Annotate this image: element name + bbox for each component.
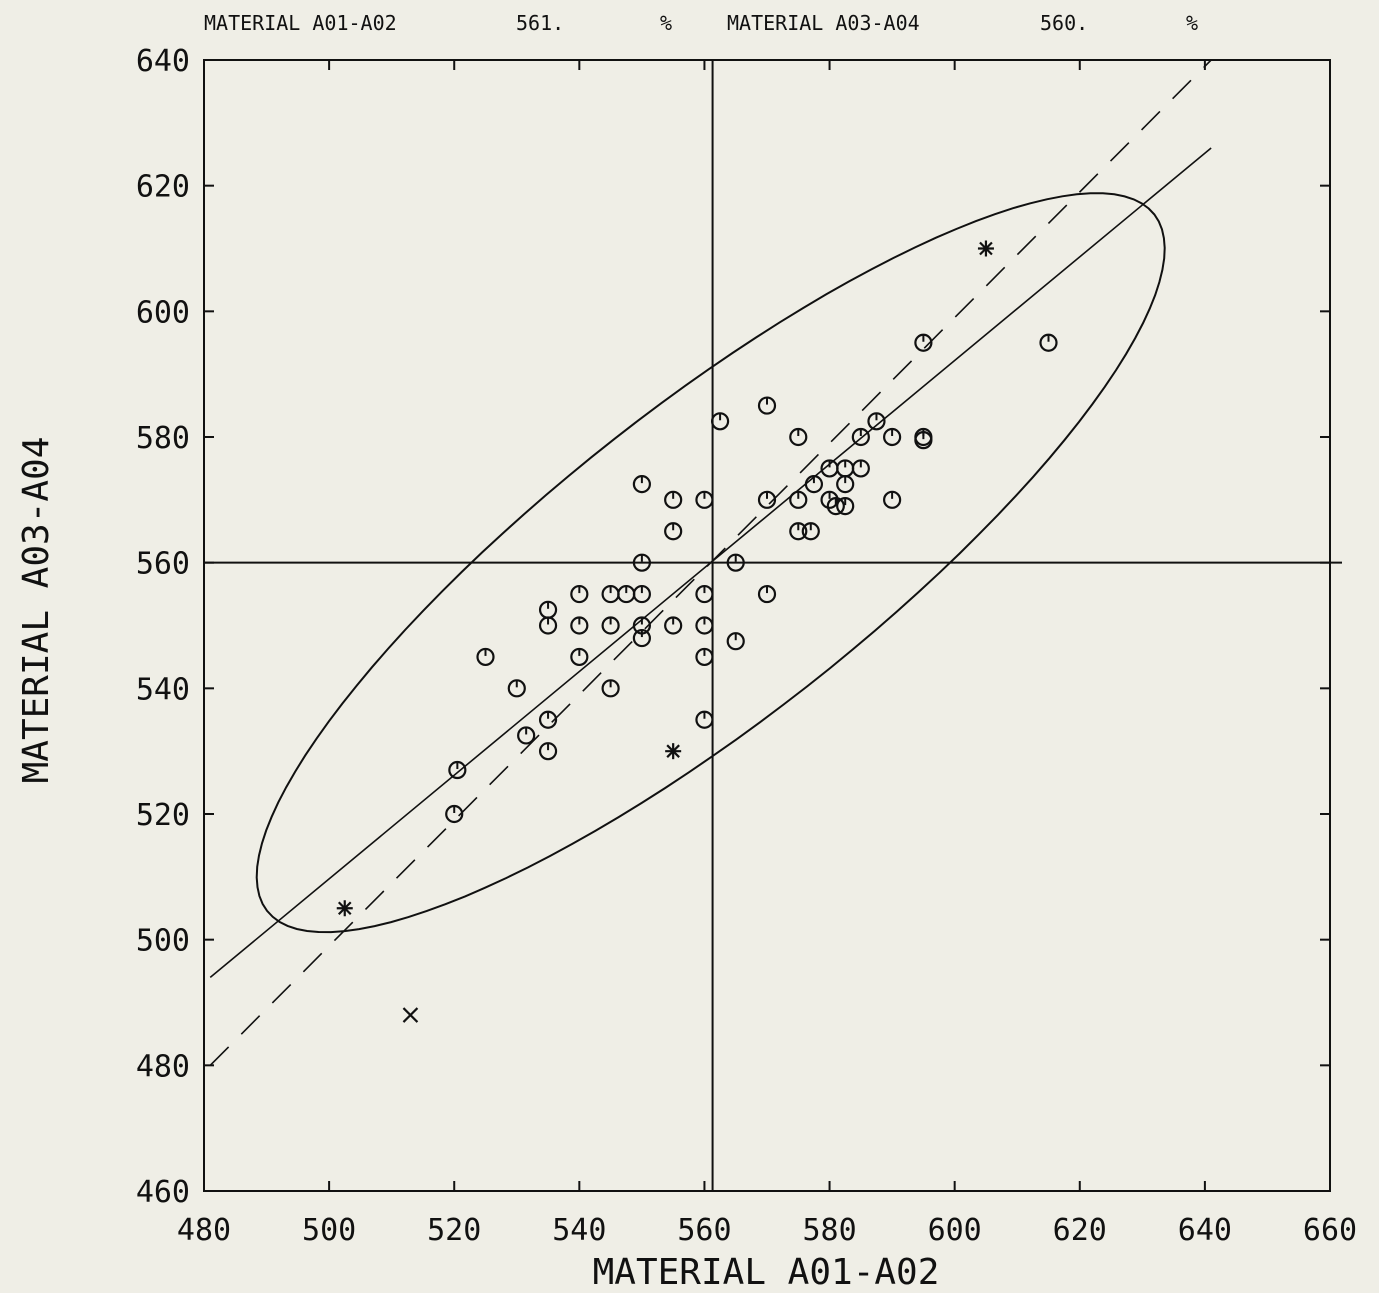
circle-point: [695, 710, 714, 729]
asterisk-point: [977, 240, 994, 257]
x-tick-label: 480: [177, 1213, 231, 1248]
y-tick-label: 520: [136, 798, 190, 833]
circle-point: [726, 553, 745, 572]
confidence-ellipse-layer: [255, 192, 1166, 934]
y-tick-label: 640: [136, 44, 190, 79]
x-stroke: [402, 1007, 419, 1023]
circle-point: [836, 459, 855, 478]
x-tick-label: 600: [928, 1213, 982, 1248]
circle-point: [695, 490, 714, 509]
circle-point: [617, 584, 636, 604]
circle-point: [695, 584, 714, 604]
y-tick-label: 620: [136, 170, 190, 205]
x-tick-label: 500: [302, 1213, 356, 1248]
y-tick-label: 580: [136, 421, 190, 456]
header-x-name: MATERIAL A01-A02: [204, 11, 397, 35]
circle-point: [601, 584, 620, 604]
circle-point: [710, 412, 730, 431]
circle-point: [789, 427, 808, 447]
circle-point: [801, 522, 820, 541]
circle-point: [538, 742, 558, 761]
circle-point: [826, 497, 845, 516]
circle-point: [867, 412, 886, 431]
chart-header: MATERIAL A01-A02 561. % MATERIAL A03-A04…: [204, 11, 1198, 35]
header-y-name: MATERIAL A03-A04: [727, 11, 920, 35]
x-tick-label: 520: [427, 1213, 481, 1248]
asterisk-stroke: [337, 901, 352, 916]
circle-point: [664, 616, 683, 635]
asterisk-point: [665, 743, 682, 760]
circle-point: [1039, 333, 1058, 352]
x-axis-label: MATERIAL A01-A02: [593, 1252, 940, 1293]
circle-point: [757, 490, 777, 509]
circle-point: [632, 475, 651, 494]
circle-point: [789, 490, 808, 509]
data-points: [336, 240, 1058, 1023]
circle-point: [538, 600, 558, 619]
circle-point: [820, 490, 839, 509]
header-y-median: 560.: [1040, 11, 1088, 35]
circle-point: [570, 584, 589, 604]
circle-point: [914, 333, 933, 352]
circle-point: [632, 584, 651, 604]
circle-point: [632, 628, 651, 648]
circle-point: [476, 647, 495, 667]
circle-point: [507, 679, 526, 698]
circle-point: [445, 804, 464, 824]
circle-point: [851, 427, 870, 447]
circle-point: [538, 710, 558, 729]
circle-point: [851, 459, 870, 478]
circle-point: [664, 490, 683, 509]
circle-point: [883, 490, 902, 509]
circle-point: [517, 726, 536, 745]
plot-frame: [203, 59, 1331, 1192]
x-point: [402, 1007, 419, 1023]
circle-point: [632, 553, 651, 572]
circle-point: [570, 647, 589, 667]
circle-point: [664, 522, 683, 541]
y-tick-label: 560: [136, 547, 190, 582]
confidence-ellipse: [255, 192, 1166, 934]
y-tick-label: 600: [136, 295, 190, 330]
asterisk-stroke: [979, 241, 993, 256]
circle-point: [883, 427, 902, 447]
y-tick-label: 540: [136, 672, 190, 707]
circle-point: [601, 679, 620, 698]
x-tick-label: 540: [552, 1213, 606, 1248]
y-tick-label: 500: [136, 924, 190, 959]
circle-point: [836, 497, 855, 516]
circle-point: [914, 431, 933, 450]
circle-point: [601, 616, 620, 635]
circle-point: [789, 522, 808, 541]
y-tick-label: 460: [136, 1175, 190, 1210]
asterisk-stroke: [666, 744, 680, 758]
y-axis-label: MATERIAL A03-A04: [16, 437, 57, 784]
circle-point: [570, 616, 589, 635]
x-tick-label: 640: [1178, 1213, 1232, 1248]
header-x-median: 561.: [516, 11, 564, 35]
circle-point: [726, 632, 745, 651]
median-lines: [204, 60, 1342, 1191]
circle-point: [804, 475, 824, 494]
circle-point: [538, 616, 558, 635]
asterisk-point: [336, 900, 353, 917]
header-y-unit: %: [1186, 11, 1198, 35]
header-x-unit: %: [660, 11, 672, 35]
circle-point: [695, 647, 714, 667]
circle-point: [836, 475, 855, 494]
x-tick-label: 580: [802, 1213, 856, 1248]
x-tick-labels: 480 500 520 540 560 580 600 620 640 660: [177, 1213, 1357, 1248]
circle-point: [757, 584, 777, 604]
circle-point: [448, 760, 467, 780]
x-tick-label: 660: [1303, 1213, 1357, 1248]
circle-point: [695, 616, 714, 635]
x-tick-label: 620: [1053, 1213, 1107, 1248]
x-tick-label: 560: [677, 1213, 731, 1248]
circle-point: [757, 396, 777, 415]
y-tick-labels: 460 480 500 520 540 560 580 600 620 640: [136, 44, 190, 1210]
tick-marks: [203, 59, 1331, 1192]
y-tick-label: 480: [136, 1049, 190, 1084]
